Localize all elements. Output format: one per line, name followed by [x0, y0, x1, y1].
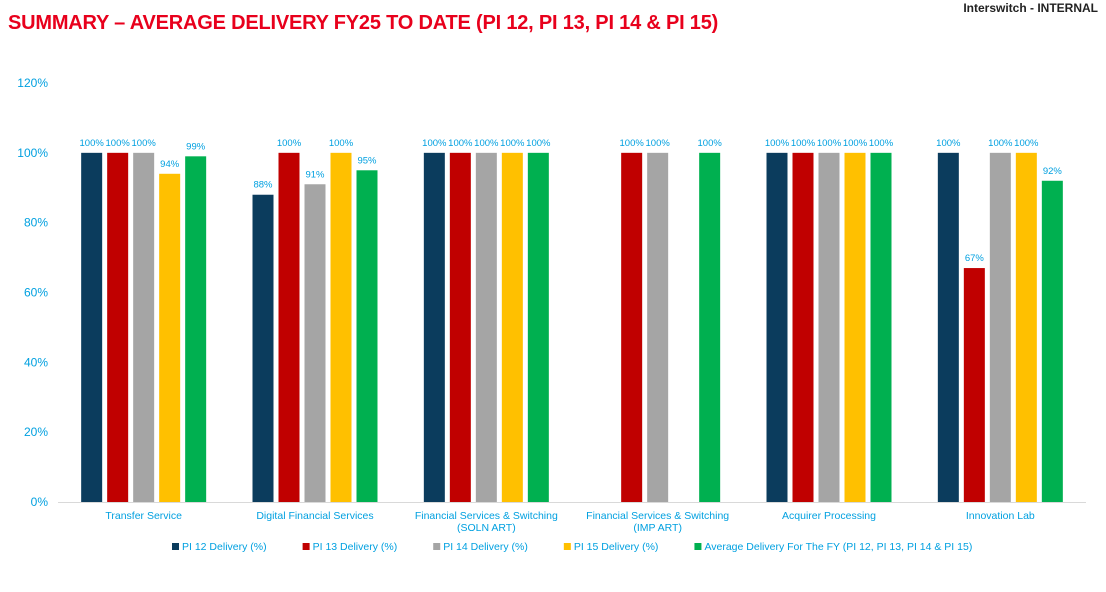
x-tick-label: Acquirer Processing [782, 510, 876, 522]
bar [159, 173, 181, 503]
bar [356, 170, 378, 502]
bar [699, 152, 721, 503]
data-label: 100% [646, 138, 671, 149]
bar [81, 152, 103, 503]
legend-swatch [172, 543, 179, 550]
y-tick-label: 40% [24, 355, 48, 369]
bar [1015, 152, 1037, 503]
x-tick-label: Digital Financial Services [256, 510, 373, 522]
legend-swatch [694, 543, 702, 550]
legend-swatch [563, 543, 571, 550]
data-label: 100% [988, 138, 1013, 149]
data-label: 100% [791, 138, 816, 149]
data-label: 100% [817, 138, 842, 149]
bar [423, 152, 445, 503]
classification-label: Interswitch - INTERNAL [963, 1, 1098, 15]
bar [844, 152, 866, 503]
x-tick-label: (IMP ART) [633, 522, 682, 534]
legend-swatch [302, 543, 310, 550]
data-label: 100% [448, 138, 473, 149]
bar [621, 152, 643, 503]
data-label: 100% [106, 138, 131, 149]
data-label: 100% [500, 138, 525, 149]
legend-swatch [433, 543, 441, 550]
data-label: 100% [843, 138, 868, 149]
data-label: 100% [132, 138, 157, 149]
bar [107, 152, 129, 503]
legend-label: PI 15 Delivery (%) [574, 541, 659, 553]
y-tick-label: 100% [17, 146, 48, 160]
bar [278, 152, 300, 503]
data-label: 100% [1014, 138, 1039, 149]
x-tick-label: Financial Services & Switching [586, 510, 729, 522]
data-label: 100% [765, 138, 790, 149]
y-tick-label: 0% [31, 495, 49, 509]
data-label: 100% [698, 138, 723, 149]
data-label: 100% [80, 138, 105, 149]
bar [963, 268, 985, 502]
data-label: 100% [277, 138, 302, 149]
legend-label: Average Delivery For The FY (PI 12, PI 1… [704, 541, 972, 553]
bar [133, 152, 155, 503]
bar [818, 152, 840, 503]
data-label: 100% [422, 138, 447, 149]
bar [252, 194, 274, 502]
legend-label: PI 13 Delivery (%) [313, 541, 398, 553]
bar [185, 156, 207, 502]
data-label: 95% [357, 155, 377, 166]
data-label: 100% [329, 138, 354, 149]
x-tick-label: Innovation Lab [966, 510, 1035, 522]
x-tick-label: Financial Services & Switching [415, 510, 558, 522]
bar [989, 152, 1011, 503]
y-tick-label: 60% [24, 286, 48, 300]
data-label: 99% [186, 141, 206, 152]
data-label: 94% [160, 159, 180, 170]
bar [501, 152, 523, 503]
bar [647, 152, 669, 503]
bar [937, 152, 959, 503]
x-tick-label: Transfer Service [105, 510, 182, 522]
page-title: SUMMARY – AVERAGE DELIVERY FY25 TO DATE … [8, 12, 719, 34]
legend-label: PI 14 Delivery (%) [443, 541, 528, 553]
y-tick-label: 80% [24, 216, 48, 230]
data-label: 100% [526, 138, 551, 149]
data-label: 67% [965, 253, 985, 264]
data-label: 92% [1043, 166, 1063, 177]
bar [449, 152, 471, 503]
bar [766, 152, 788, 503]
y-tick-label: 120% [17, 76, 48, 90]
data-label: 100% [620, 138, 645, 149]
data-label: 100% [474, 138, 499, 149]
bar [527, 152, 549, 503]
data-label: 88% [253, 180, 273, 191]
bar [870, 152, 892, 503]
bar [330, 152, 352, 503]
bar [1041, 180, 1063, 502]
data-label: 91% [305, 169, 325, 180]
data-label: 100% [869, 138, 894, 149]
bar [304, 184, 326, 502]
legend-label: PI 12 Delivery (%) [182, 541, 267, 553]
bar [475, 152, 497, 503]
data-label: 100% [936, 138, 961, 149]
y-tick-label: 20% [24, 425, 48, 439]
x-tick-label: (SOLN ART) [457, 522, 516, 534]
bar [792, 152, 814, 503]
